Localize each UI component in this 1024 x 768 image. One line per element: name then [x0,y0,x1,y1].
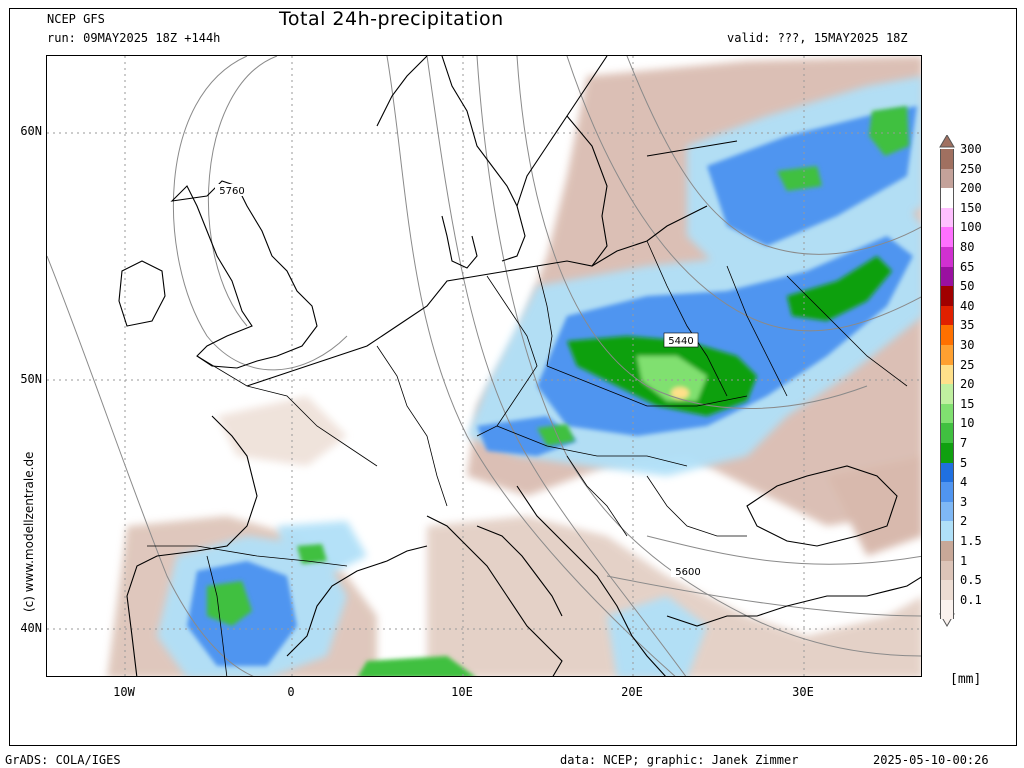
valid-time: valid: ???, 15MAY2025 18Z [727,31,908,45]
legend-level-label: 4 [960,475,968,490]
legend-swatch [940,345,954,365]
footer-software: GrADS: COLA/IGES [5,753,121,767]
legend-level-label: 10 [960,416,975,431]
run-info: run: 09MAY2025 18Z +144h [47,31,221,45]
contour-label-5600: 5600 [675,567,700,578]
legend-swatch [940,188,954,208]
model-name: NCEP GFS [47,12,105,26]
lon-label-10e: 10E [451,685,473,699]
legend-level-label: 200 [960,181,982,196]
legend-level-label: 5 [960,455,968,470]
legend-swatch [940,149,954,169]
footer-timestamp: 2025-05-10-00:26 [873,753,989,767]
legend-swatch [940,482,954,502]
legend-swatch [940,286,954,306]
geopotential-contours [47,56,921,676]
precipitation-map: 5760 5440 5600 [46,55,922,677]
legend-swatch [940,364,954,385]
contour-labels: 5760 5440 5600 [215,184,705,578]
legend-unit: [mm] [950,672,982,687]
legend-level-label: 0.5 [960,573,982,588]
legend-level-label: 40 [960,298,975,313]
legend-level-label: 300 [960,142,982,156]
legend-swatch [940,384,954,404]
legend-swatch [940,521,954,541]
legend-level-label: 100 [960,220,982,235]
legend-swatch [940,403,954,424]
legend-level-label: 35 [960,318,975,333]
legend-level-label: 80 [960,240,975,254]
legend-level-label: 30 [960,338,975,352]
legend-level-label: 3 [960,494,968,509]
legend-swatch [940,247,954,267]
legend-level-label: 2 [960,514,968,529]
country-borders [147,240,908,676]
contour-label-5760: 5760 [219,186,244,197]
legend-top-arrow-icon [939,135,955,148]
legend-swatch [940,227,954,247]
legend-swatch [940,168,954,189]
legend-level-label: 0.1 [960,592,982,607]
lat-label-40n: 40N [20,621,42,635]
legend-swatch [940,423,954,443]
legend-level-label: 250 [960,161,982,176]
legend-swatch [940,580,954,600]
lon-label-0: 0 [287,685,295,699]
lat-label-50n: 50N [20,372,42,386]
legend-level-label: 150 [960,200,982,215]
lon-label-20e: 20E [621,685,643,699]
contour-label-bg [671,565,705,577]
precip-10mm-cores [207,106,909,676]
legend-swatch [940,501,954,522]
legend-level-label: 1.5 [960,534,982,548]
map-canvas: 5760 5440 5600 [47,56,921,676]
legend-level-label: 15 [960,396,975,411]
legend-swatch [940,266,954,287]
credit-text: (c) www.modellzentrale.de [22,451,36,612]
legend-level-label: 50 [960,279,975,294]
map-title: Total 24h-precipitation [279,8,504,30]
lat-label-60n: 60N [20,124,42,138]
contour-label-bg [215,184,249,196]
legend-level-label: 7 [960,436,968,450]
legend-swatch [940,305,954,326]
legend-swatch [940,462,954,483]
legend-level-label: 1 [960,553,968,568]
legend-swatch [940,541,954,561]
legend-swatch [940,560,954,581]
legend-swatch [940,599,954,620]
lon-label-10w: 10W [113,685,135,699]
legend-swatch [940,443,954,463]
legend-swatch [940,207,954,228]
legend-level-label: 65 [960,259,975,274]
footer-data-credit: data: NCEP; graphic: Janek Zimmer [560,753,799,767]
legend-level-label: 25 [960,357,975,372]
contour-label-5440: 5440 [668,336,693,347]
legend-level-label: 20 [960,377,975,392]
graticule [47,56,921,676]
lon-label-30e: 30E [792,685,814,699]
legend-swatch [940,325,954,345]
contour-label-bg [663,332,699,348]
figure-frame [9,8,1017,746]
